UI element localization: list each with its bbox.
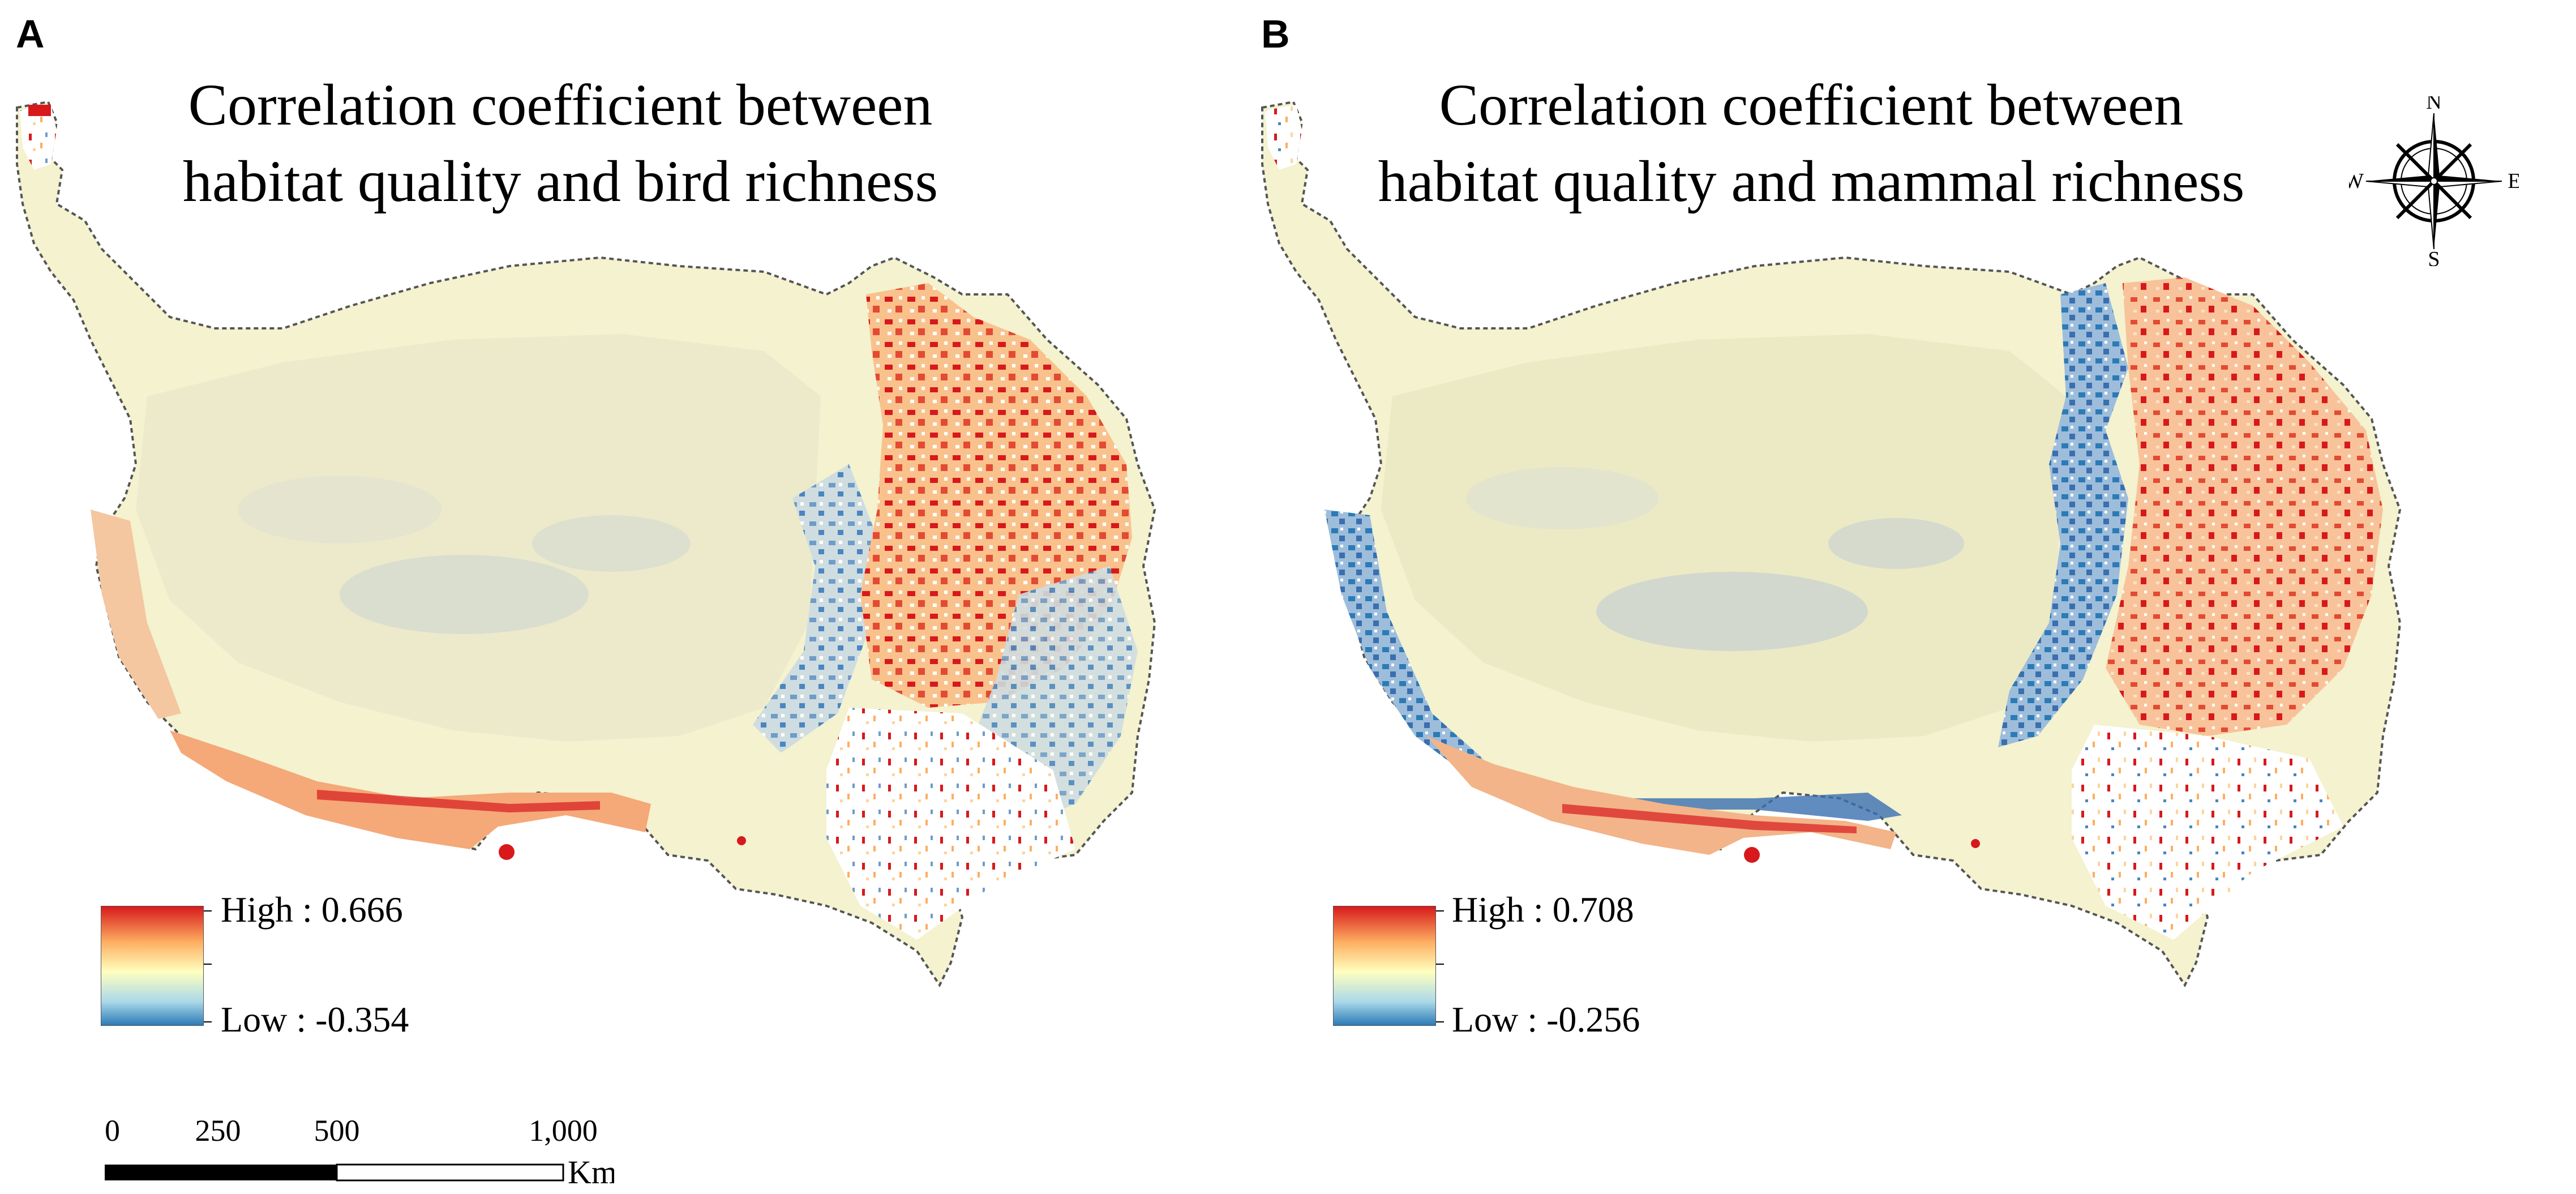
grey-patch [238, 476, 442, 543]
nw-red-patch [28, 105, 51, 116]
correlation-map [1261, 100, 2402, 987]
legend-tick [204, 1021, 212, 1022]
grey-patch [1466, 467, 1658, 529]
high-correlation-south [170, 730, 651, 849]
legend-gradient [1333, 906, 1436, 1026]
grey-patch [1828, 518, 1964, 569]
legend-gradient [101, 906, 204, 1026]
south-red-streaks [1562, 804, 1857, 833]
negative-correlation-southwest [1325, 510, 1483, 770]
compass-north: N [2426, 96, 2441, 114]
compass-south: S [2428, 247, 2440, 266]
scale-unit: Km [568, 1154, 614, 1186]
isolated-cell [1744, 847, 1760, 863]
title-line-1: Correlation coefficient between [188, 72, 933, 138]
scale-label-1000: 1,000 [529, 1114, 598, 1148]
southwest-edge [91, 510, 181, 719]
title-line-2: habitat quality and bird richness [182, 149, 938, 214]
compass-west: W [2349, 169, 2364, 193]
title-line-1: Correlation coefficient between [1439, 72, 2184, 138]
central-low-correlation-area [136, 334, 821, 742]
scale-label-250: 250 [195, 1114, 241, 1148]
panel-letter: B [1261, 12, 1290, 56]
scale-segment-empty [336, 1163, 564, 1182]
map-title: Correlation coefficient between habitat … [108, 67, 1013, 220]
correlation-map [16, 100, 1156, 987]
scale-label-500: 500 [314, 1114, 360, 1148]
legend-high-label: High : 0.708 [1452, 889, 1634, 930]
scale-bar: 0 250 500 1,000 Km [105, 1114, 614, 1186]
legend-high-label: High : 0.666 [221, 889, 403, 930]
central-low-correlation-area [1381, 334, 2066, 742]
legend-low-label: Low : -0.354 [221, 999, 409, 1039]
isolated-cell [499, 844, 515, 860]
isolated-cell [737, 836, 746, 845]
compass-rose-icon: N S W E [2349, 96, 2519, 266]
grey-patch [532, 515, 691, 572]
legend-tick [1436, 1021, 1444, 1022]
isolated-cell [1971, 839, 1980, 848]
sparse-southeast [826, 708, 1075, 940]
title-line-2: habitat quality and mammal richness [1378, 149, 2245, 214]
scale-label-0: 0 [105, 1114, 120, 1148]
legend-tick [204, 910, 212, 911]
scale-segment-filled [105, 1165, 337, 1180]
negative-correlation-south [1562, 793, 1902, 821]
grey-patch [1596, 572, 1868, 651]
negative-correlation-band [753, 464, 877, 753]
south-red-streaks [317, 790, 600, 812]
panel-a: A Correlation coefficient between habita… [0, 0, 1245, 1194]
panel-b: B Correlation coefficient between habita… [1245, 0, 2519, 1194]
panel-letter: A [16, 12, 45, 56]
compass-east: E [2508, 169, 2519, 193]
sparse-southeast [2072, 725, 2343, 940]
legend-low-label: Low : -0.256 [1452, 999, 1640, 1039]
northwest-tip [1265, 105, 1302, 170]
high-correlation-east [2106, 277, 2383, 736]
map-title: Correlation coefficient between habitat … [1358, 67, 2264, 220]
legend-tick [1436, 910, 1444, 911]
grey-patch [340, 555, 589, 634]
northwest-tip [20, 105, 57, 170]
negative-correlation-band [1998, 283, 2128, 747]
legend-tick [1436, 964, 1444, 965]
legend-tick [204, 964, 212, 965]
